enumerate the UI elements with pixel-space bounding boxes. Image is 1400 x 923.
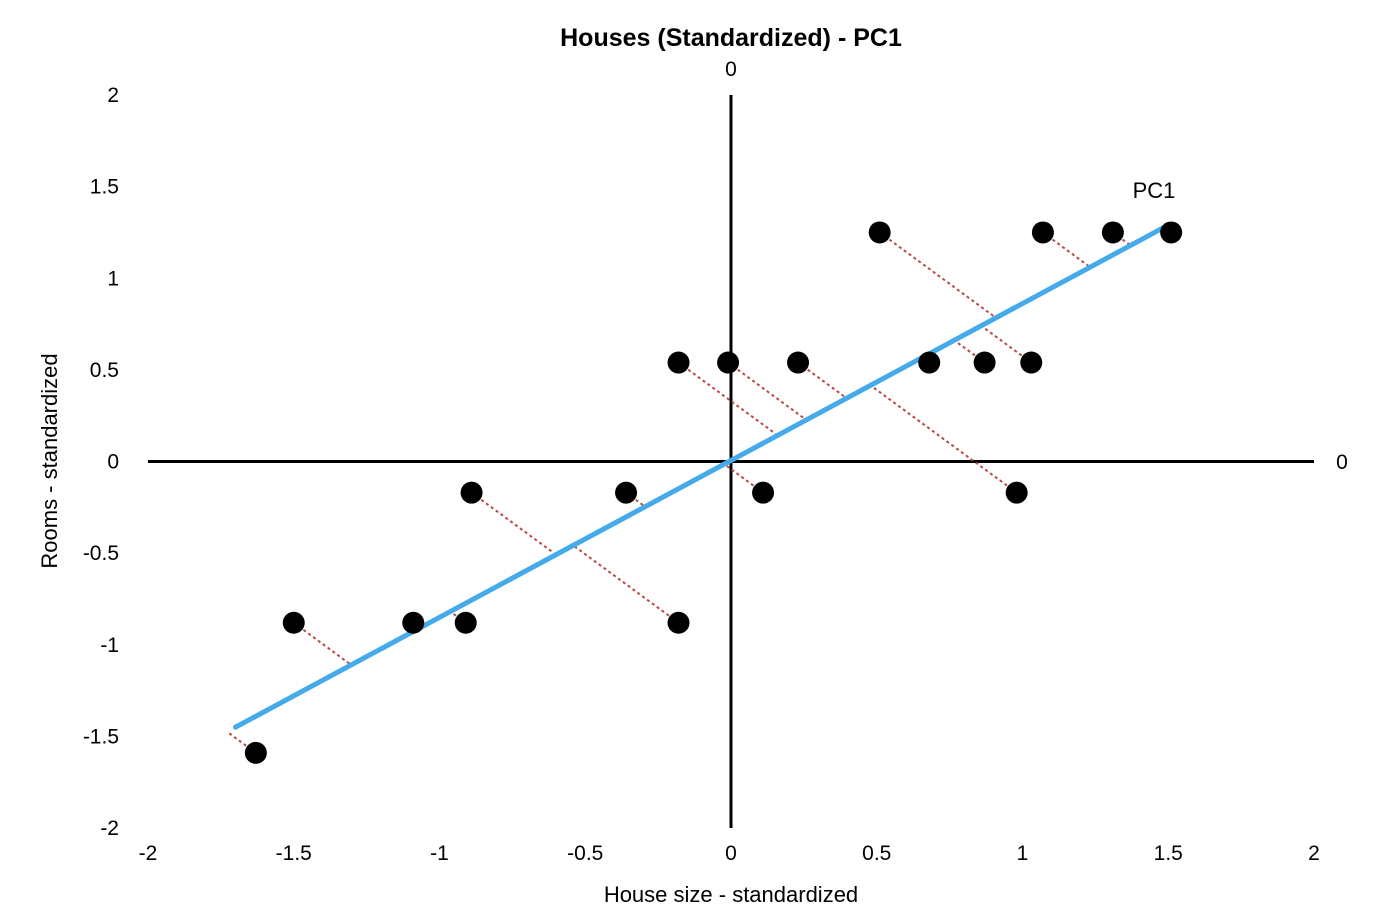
data-point — [402, 611, 425, 634]
x-tick-label: -1 — [430, 842, 449, 865]
y-tick-label: -1.5 — [83, 725, 119, 748]
projection-line — [869, 384, 1018, 494]
pc1-line — [232, 222, 1171, 730]
data-points — [244, 221, 1183, 764]
horizontal-axis-zero-label: 0 — [1336, 451, 1348, 474]
data-point — [454, 611, 477, 634]
y-tick-label: -2 — [100, 817, 119, 840]
x-tick-labels: -2 -1.5 -1 -0.5 0 0.5 1 1.5 2 — [139, 842, 1320, 865]
projection-line — [980, 324, 1032, 364]
y-tick-label: 0.5 — [90, 359, 119, 382]
data-point — [1101, 221, 1124, 244]
data-point — [282, 611, 305, 634]
pc1-label: PC1 — [1133, 178, 1176, 203]
y-tick-label: 0 — [107, 451, 119, 474]
y-tick-label: -0.5 — [83, 542, 119, 565]
x-axis-title: House size - standardized — [604, 882, 858, 907]
projection-line — [470, 491, 557, 556]
projection-line — [727, 361, 807, 421]
y-axis-title: Rooms - standardized — [37, 353, 62, 568]
pc1-line-layer — [232, 222, 1171, 730]
data-point — [615, 481, 638, 504]
data-point — [1005, 481, 1028, 504]
projection-line — [572, 544, 680, 624]
x-tick-label: 0 — [725, 842, 737, 865]
y-tick-label: 1.5 — [90, 176, 119, 199]
data-point — [1020, 351, 1043, 374]
data-point — [868, 221, 891, 244]
data-point — [667, 351, 690, 374]
x-tick-label: 1.5 — [1154, 842, 1183, 865]
x-tick-label: 0.5 — [862, 842, 891, 865]
y-tick-labels: 2 1.5 1 0.5 0 -0.5 -1 -1.5 -2 — [83, 84, 119, 840]
data-point — [717, 351, 740, 374]
x-tick-label: -1.5 — [276, 842, 312, 865]
x-tick-label: 2 — [1308, 842, 1320, 865]
data-point — [918, 351, 941, 374]
data-point — [1160, 221, 1183, 244]
data-point — [973, 351, 996, 374]
data-point — [244, 741, 267, 764]
data-point — [1031, 221, 1054, 244]
projection-line — [879, 231, 997, 319]
data-point — [460, 481, 483, 504]
projection-line — [677, 361, 779, 437]
x-tick-label: -2 — [139, 842, 158, 865]
vertical-axis-zero-label: 0 — [725, 58, 737, 81]
y-tick-label: 1 — [107, 267, 119, 290]
projection-line — [1042, 231, 1091, 268]
y-tick-label: 2 — [107, 84, 119, 107]
projection-line — [625, 491, 646, 508]
chart-title: Houses (Standardized) - PC1 — [560, 24, 902, 52]
data-point — [667, 611, 690, 634]
data-point — [787, 351, 810, 374]
data-point — [752, 481, 775, 504]
projection-line — [1112, 231, 1132, 247]
x-tick-label: 1 — [1017, 842, 1029, 865]
projection-line — [797, 361, 848, 400]
y-tick-label: -1 — [100, 634, 119, 657]
projection-lines — [226, 226, 1172, 754]
x-tick-label: -0.5 — [567, 842, 603, 865]
